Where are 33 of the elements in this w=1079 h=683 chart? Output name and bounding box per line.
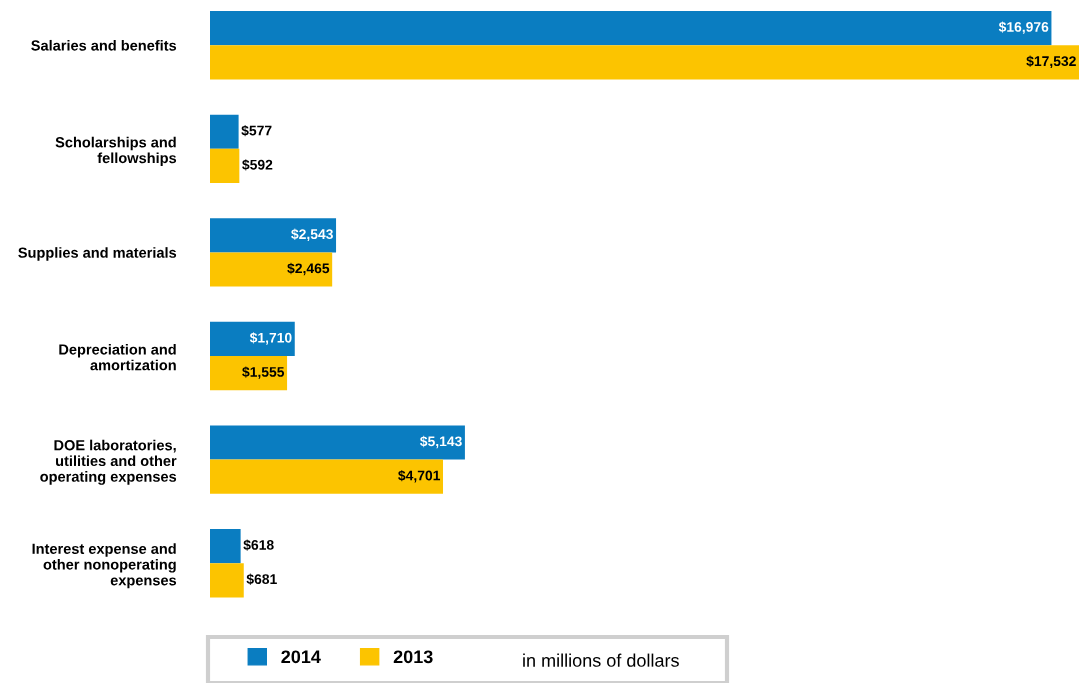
bar <box>210 45 1079 80</box>
bar <box>210 11 1052 46</box>
data-label: $1,710 <box>249 332 292 345</box>
bar <box>210 425 465 460</box>
data-label: $592 <box>242 159 273 171</box>
legend-label: 2013 <box>393 650 433 664</box>
data-label: $16,976 <box>998 21 1049 34</box>
data-label: $5,143 <box>420 435 462 449</box>
y-tick-label: Supplies and materials <box>18 247 177 261</box>
y-tick-label: DOE laboratories, utilities and other operating expenses <box>40 439 177 485</box>
data-label: $4,701 <box>398 469 441 483</box>
bar <box>210 356 288 391</box>
y-tick-label: Salaries and benefits <box>31 39 177 51</box>
data-label: $2,465 <box>287 262 330 276</box>
bar <box>210 218 337 253</box>
data-label: $577 <box>241 125 272 137</box>
bar <box>210 321 295 357</box>
legend-label: 2014 <box>281 650 321 664</box>
bar <box>210 529 241 564</box>
bar <box>210 252 333 287</box>
data-label: $1,555 <box>242 366 285 379</box>
y-tick-label: Depreciation and amortization <box>59 343 176 371</box>
data-label: $618 <box>243 539 274 551</box>
y-tick-label: Interest expense and other nonoperating expenses <box>32 543 177 589</box>
bar <box>210 148 240 184</box>
y-tick-label: Scholarships and fellowships <box>55 136 177 167</box>
data-label: $2,543 <box>291 228 333 242</box>
bar <box>210 459 444 494</box>
bar <box>210 114 239 149</box>
bar <box>210 563 244 598</box>
data-label: $681 <box>246 573 277 585</box>
text: in millions of dollars <box>523 653 679 667</box>
data-label: $17,532 <box>1026 55 1076 69</box>
